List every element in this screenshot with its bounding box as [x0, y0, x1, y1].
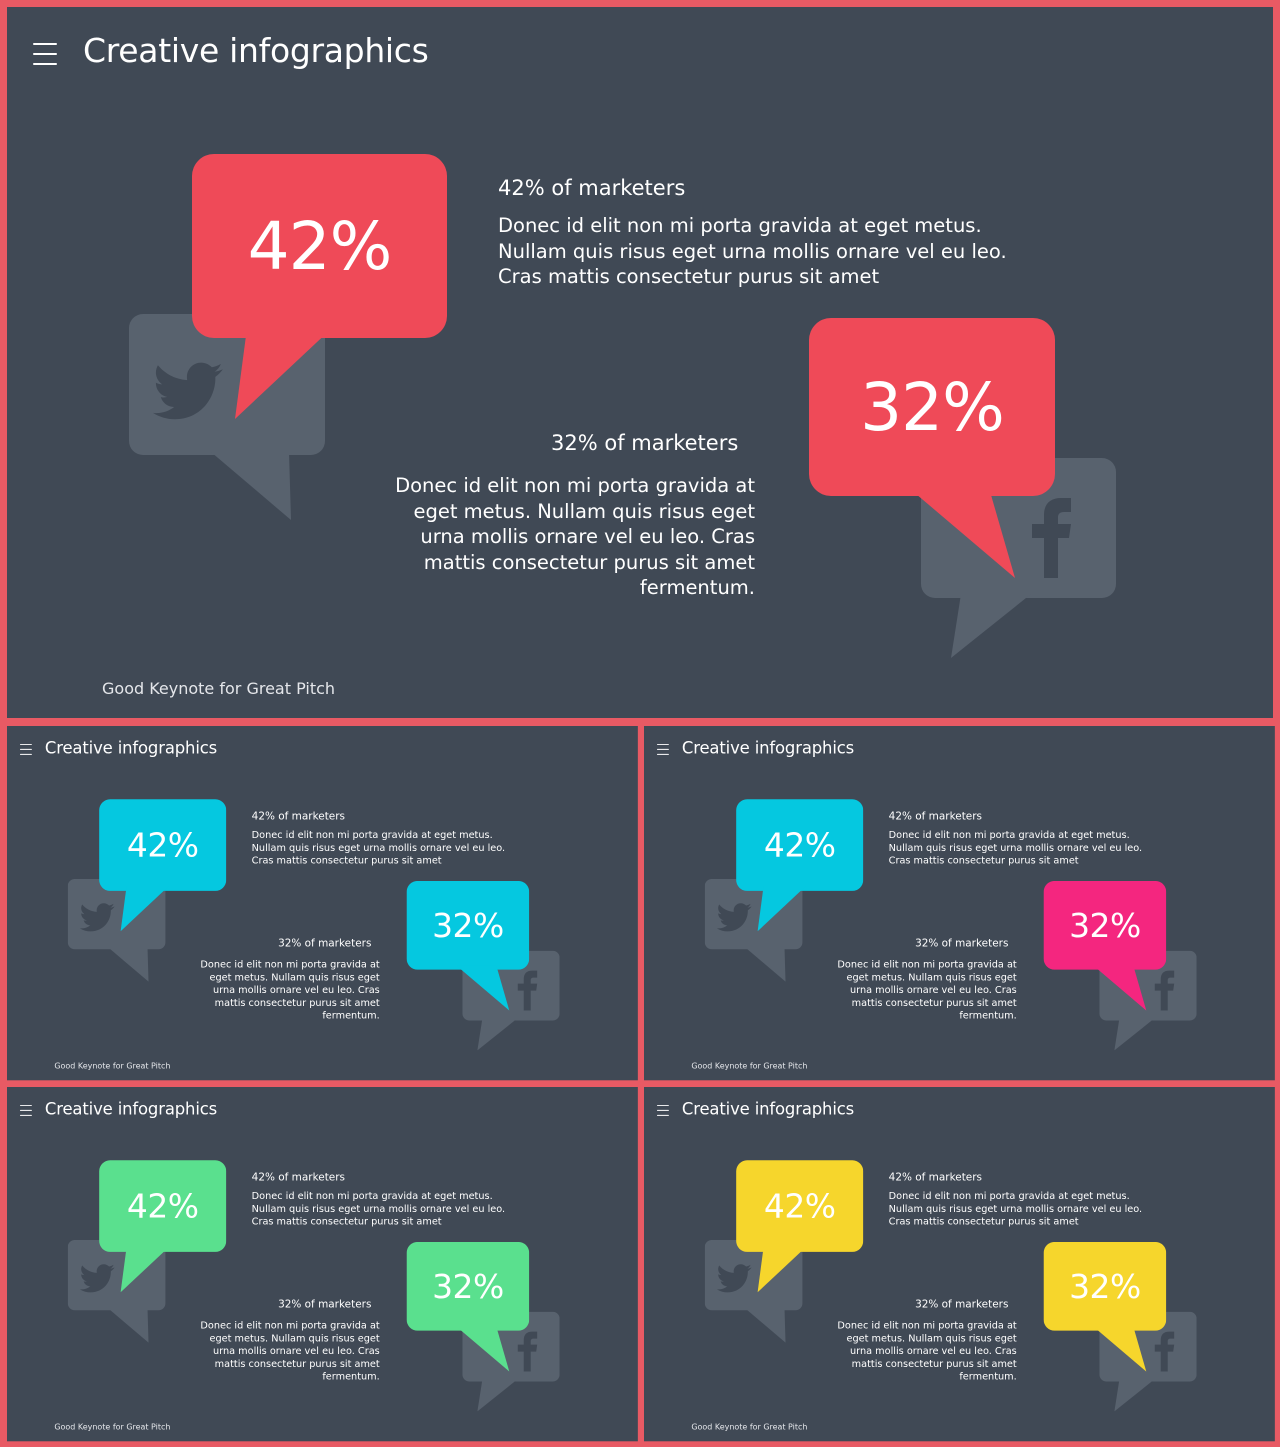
stat1-value: 42%	[763, 1186, 836, 1226]
menu-icon[interactable]	[19, 743, 32, 756]
slide-footer: Good Keynote for Great Pitch	[102, 679, 336, 698]
stat1-body: Donec id elit non mi porta gravida at eg…	[498, 214, 1007, 288]
twitter-bird-icon	[716, 1264, 752, 1293]
facebook-f-icon	[517, 970, 538, 1011]
stat1-heading: 42% of marketers	[498, 176, 686, 200]
stat2-heading: 32% of marketers	[915, 1298, 1009, 1311]
facebook-f-icon	[1032, 498, 1071, 578]
stat2-heading: 32% of marketers	[551, 431, 739, 455]
stat1-value: 42%	[247, 207, 393, 285]
stat1-value: 42%	[763, 825, 836, 865]
stat1-heading: 42% of marketers	[251, 810, 345, 823]
slide-title: Creative infographics	[681, 737, 855, 758]
stat2-body: Donec id elit non mi porta gravida at eg…	[200, 958, 380, 1021]
slide-thumbnail-yellow[interactable]: Creative infographics 42% 32% 42% of mar…	[644, 1087, 1275, 1442]
slide-title: Creative infographics	[83, 31, 429, 70]
slide-footer: Good Keynote for Great Pitch	[54, 1060, 171, 1071]
slide-title: Creative infographics	[44, 1098, 218, 1119]
stat2-bubble-tail	[1043, 880, 1167, 1011]
slide-footer: Good Keynote for Great Pitch	[691, 1421, 808, 1432]
stat1-body: Donec id elit non mi porta gravida at eg…	[251, 829, 506, 867]
slide-title: Creative infographics	[681, 1098, 855, 1119]
stat2-bubble: 32%	[407, 1242, 530, 1331]
facebook-f-icon	[1154, 1331, 1175, 1372]
stat1-heading: 42% of marketers	[888, 810, 982, 823]
stat2-heading: 32% of marketers	[915, 937, 1009, 950]
slide-thumbnail-green[interactable]: Creative infographics 42% 32% 42% of mar…	[7, 1087, 638, 1442]
slide-thumbnail-cyan[interactable]: Creative infographics 42% 32% 42% of mar…	[7, 726, 638, 1081]
stat2-value: 32%	[432, 906, 504, 945]
stat1-bubble-tail	[99, 799, 227, 932]
stat2-bubble: 32%	[407, 881, 530, 970]
menu-icon[interactable]	[19, 1104, 32, 1117]
slide-thumbnail-cyan-pink[interactable]: Creative infographics 42% 32% 42% of mar…	[644, 726, 1275, 1081]
stat2-value: 32%	[860, 368, 1005, 446]
stat2-body: Donec id elit non mi porta gravida at eg…	[837, 1319, 1017, 1382]
stat2-value: 32%	[1069, 906, 1141, 945]
stat1-bubble-tail	[99, 1160, 227, 1293]
stat1-bubble: 42%	[99, 1160, 226, 1252]
stat1-bubble-tail	[736, 799, 864, 932]
stat1-body: Donec id elit non mi porta gravida at eg…	[888, 829, 1143, 867]
slide-title: Creative infographics	[44, 737, 218, 758]
stat1-value: 42%	[126, 825, 199, 865]
stat1-value: 42%	[126, 1186, 199, 1226]
twitter-bird-icon	[79, 1264, 115, 1293]
menu-icon[interactable]	[656, 743, 669, 756]
twitter-bird-icon	[79, 903, 115, 932]
facebook-f-icon	[1154, 970, 1175, 1011]
twitter-bird-icon	[153, 362, 223, 420]
stat2-bubble-tail	[406, 880, 530, 1011]
stat2-heading: 32% of marketers	[278, 937, 372, 950]
slide-footer: Good Keynote for Great Pitch	[691, 1060, 808, 1071]
twitter-bird-icon	[716, 903, 752, 932]
stat2-bubble: 32%	[1044, 1242, 1167, 1331]
menu-icon[interactable]	[33, 43, 57, 67]
stat2-bubble: 32%	[1044, 881, 1167, 970]
stat2-heading: 32% of marketers	[278, 1298, 372, 1311]
stat2-value: 32%	[432, 1267, 504, 1306]
stat2-body: Donec id elit non mi porta gravida at eg…	[395, 474, 755, 599]
stat1-body: Donec id elit non mi porta gravida at eg…	[251, 1190, 506, 1228]
stat1-heading: 42% of marketers	[251, 1171, 345, 1184]
stat2-body: Donec id elit non mi porta gravida at eg…	[200, 1319, 380, 1382]
stat2-body: Donec id elit non mi porta gravida at eg…	[837, 958, 1017, 1021]
stat1-bubble-tail	[192, 154, 447, 419]
stat1-bubble: 42%	[736, 799, 863, 891]
stat1-bubble: 42%	[736, 1160, 863, 1252]
stat2-value: 32%	[1069, 1267, 1141, 1306]
stat2-bubble-tail	[406, 1241, 530, 1372]
stat2-bubble-tail	[809, 318, 1055, 578]
stat1-bubble-tail	[736, 1160, 864, 1293]
slide-main[interactable]: Creative infographics 42% 32% 42% of mar…	[7, 7, 1273, 718]
stat1-bubble: 42%	[99, 799, 226, 891]
stat1-body: Donec id elit non mi porta gravida at eg…	[888, 1190, 1143, 1228]
menu-icon[interactable]	[656, 1104, 669, 1117]
stat1-heading: 42% of marketers	[888, 1171, 982, 1184]
slide-footer: Good Keynote for Great Pitch	[54, 1421, 171, 1432]
stat1-bubble: 42%	[192, 154, 447, 338]
facebook-f-icon	[517, 1331, 538, 1372]
stat2-bubble-tail	[1043, 1241, 1167, 1372]
stat2-bubble: 32%	[809, 318, 1055, 496]
